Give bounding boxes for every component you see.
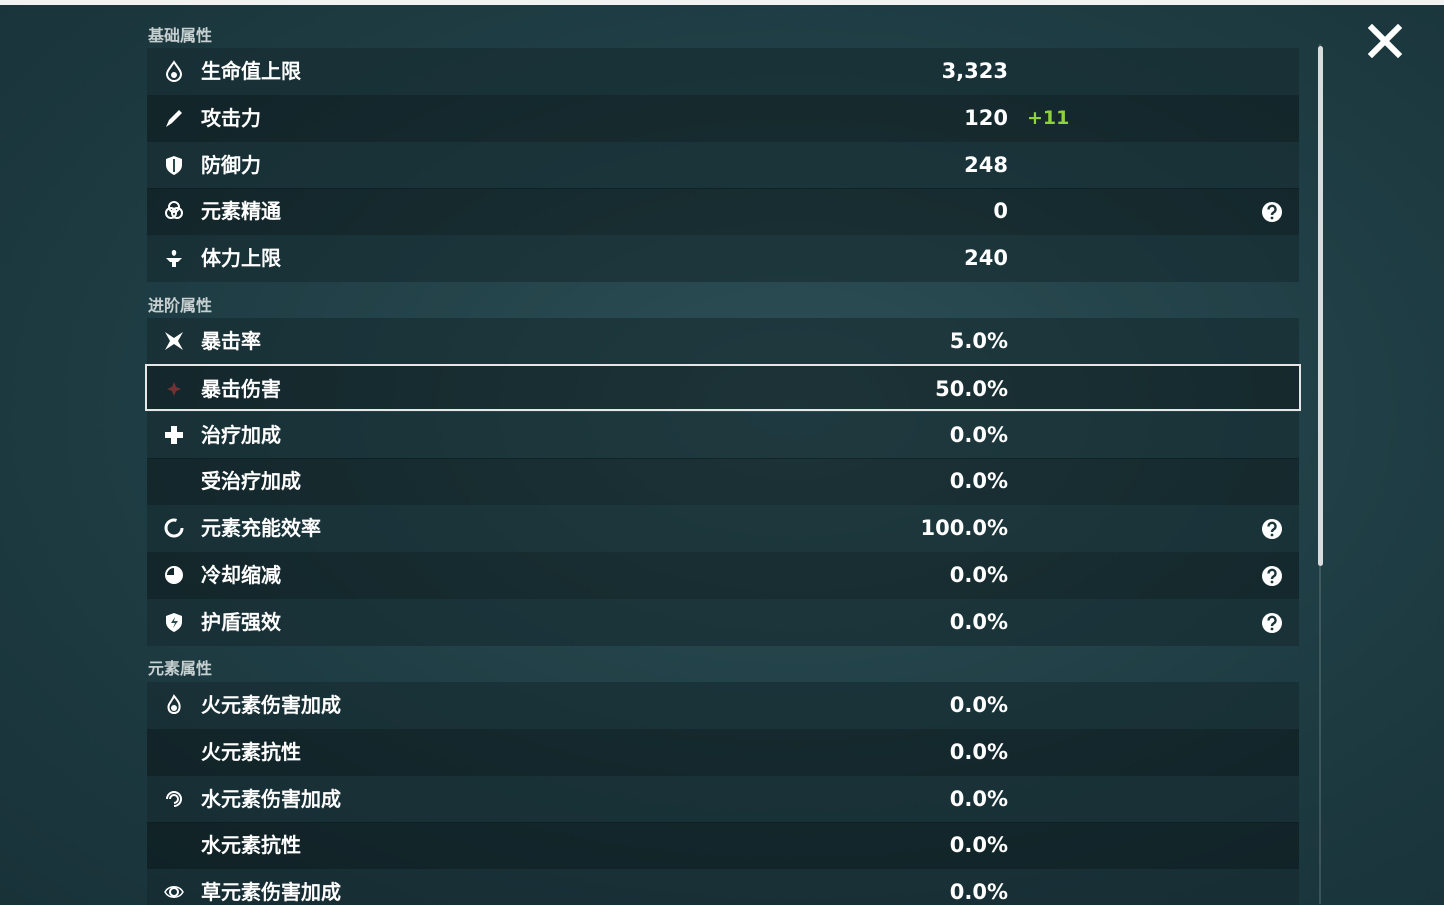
stat-value: 0.0% [949, 469, 1008, 494]
stat-value: 240 [964, 246, 1008, 271]
stat-name: 体力上限 [201, 246, 281, 271]
stat-icon [166, 250, 182, 268]
stat-row[interactable]: 暴击率 5.0% [147, 318, 1299, 365]
stat-row[interactable]: 攻击力 120 +11 [147, 94, 1299, 142]
stat-name: 暴击率 [201, 329, 261, 353]
stat-row[interactable]: 水元素抗性 0.0% [147, 822, 1299, 870]
stat-row[interactable]: 受治疗加成 0.0% [147, 458, 1299, 506]
help-button[interactable] [1261, 612, 1283, 634]
stat-name: 暴击伤害 [201, 376, 281, 401]
close-button[interactable] [1368, 24, 1402, 58]
stat-value: 0 [993, 199, 1008, 224]
stat-icon [165, 201, 183, 220]
stat-value: 0.0% [949, 563, 1008, 587]
stat-value: 120 [964, 105, 1008, 130]
stat-icon [166, 155, 182, 175]
stat-icon [165, 60, 183, 82]
stat-name: 冷却缩减 [201, 563, 281, 587]
help-button[interactable] [1261, 518, 1283, 540]
stat-name: 元素充能效率 [201, 516, 321, 541]
stat-icon [166, 109, 182, 127]
stat-value: 100.0% [920, 516, 1008, 541]
stat-row[interactable]: 护盾强效 0.0% [147, 598, 1299, 646]
stat-row[interactable]: 草元素伤害加成 0.0% [147, 869, 1299, 905]
stat-icon [167, 694, 181, 714]
stat-name: 水元素抗性 [201, 833, 301, 858]
scrollbar-thumb [1318, 46, 1323, 566]
stat-value: 0.0% [949, 739, 1008, 764]
section-title: 元素属性 [148, 659, 213, 678]
section-title: 基础属性 [148, 26, 213, 45]
stat-row[interactable]: 暴击伤害 50.0% [145, 363, 1301, 411]
stat-row[interactable]: 火元素伤害加成 0.0% [147, 682, 1299, 729]
stat-row[interactable]: 生命值上限 3,323 [147, 48, 1299, 95]
stat-value: 0.0% [949, 786, 1008, 811]
stat-icon [165, 566, 183, 584]
stat-icon [167, 381, 181, 396]
stat-name: 草元素伤害加成 [201, 880, 341, 905]
stat-name: 火元素伤害加成 [201, 693, 341, 717]
stat-row[interactable]: 体力上限 240 [147, 235, 1299, 283]
stat-name: 生命值上限 [201, 59, 301, 83]
stat-row[interactable]: 治疗加成 0.0% [147, 411, 1299, 459]
stat-bonus: +11 [1027, 106, 1070, 129]
stat-row[interactable]: 冷却缩减 0.0% [147, 552, 1299, 599]
stat-value: 50.0% [935, 376, 1008, 401]
stat-row[interactable]: 水元素伤害加成 0.0% [147, 775, 1299, 823]
stat-icon [164, 886, 184, 899]
stat-name: 防御力 [201, 152, 261, 177]
stat-value: 0.0% [949, 609, 1008, 634]
help-button[interactable] [1261, 201, 1283, 223]
stat-icon [166, 790, 182, 807]
stat-name: 水元素伤害加成 [201, 786, 341, 811]
stat-value: 3,323 [941, 59, 1008, 83]
stat-row[interactable]: 元素充能效率 100.0% [147, 505, 1299, 553]
stat-icon [165, 332, 183, 350]
stat-value: 248 [964, 152, 1008, 177]
section-title: 进阶属性 [148, 296, 213, 315]
stat-name: 受治疗加成 [201, 469, 301, 494]
stat-value: 0.0% [949, 880, 1008, 905]
stat-name: 护盾强效 [201, 609, 281, 634]
help-button[interactable] [1261, 565, 1283, 587]
stat-name: 攻击力 [201, 105, 261, 130]
stat-row[interactable]: 火元素抗性 0.0% [147, 728, 1299, 776]
stat-name: 治疗加成 [201, 422, 281, 447]
stat-row[interactable]: 元素精通 0 [147, 188, 1299, 236]
stat-icon [164, 518, 184, 538]
stat-value: 0.0% [949, 422, 1008, 447]
stat-icon [166, 612, 182, 632]
stat-name: 元素精通 [201, 199, 281, 224]
stat-value: 0.0% [949, 833, 1008, 858]
stat-name: 火元素抗性 [201, 739, 301, 764]
stat-icon [165, 425, 183, 444]
stat-value: 0.0% [949, 693, 1008, 717]
stat-row[interactable]: 防御力 248 [147, 141, 1299, 189]
stat-value: 5.0% [949, 329, 1008, 353]
